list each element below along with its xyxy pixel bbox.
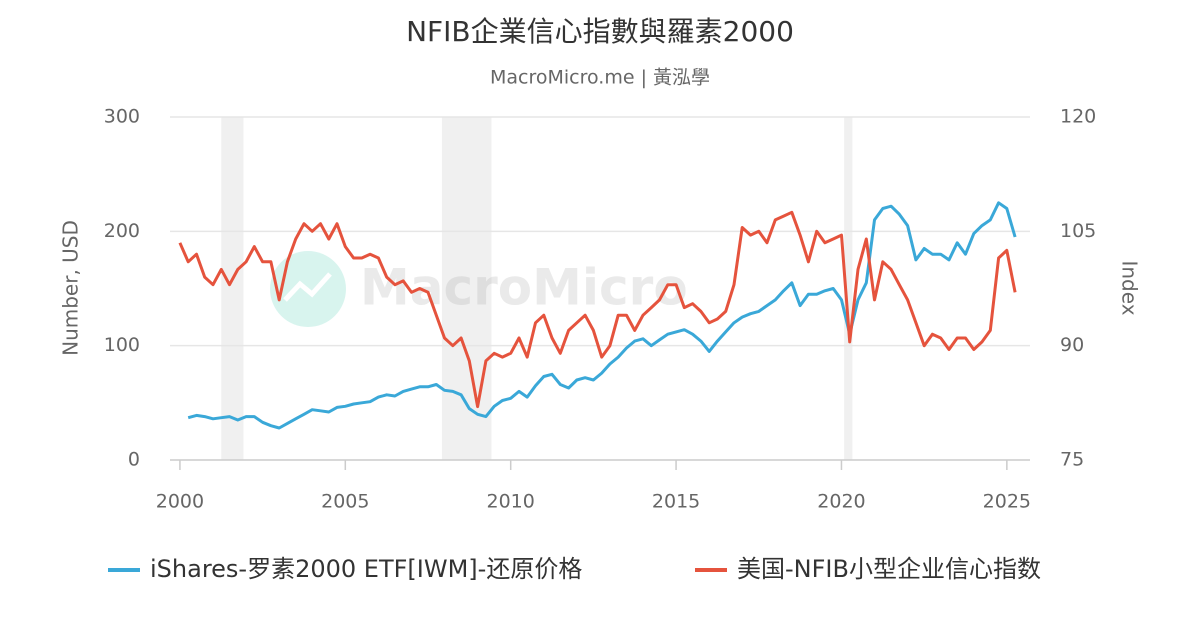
chart-subtitle: MacroMicro.me | 黃泓學 [490, 67, 710, 89]
shaded-period [844, 117, 853, 460]
chart-title: NFIB企業信心指數與羅素2000 [406, 15, 794, 48]
y-tick-label: 300 [104, 106, 140, 128]
y-axis-title: Number, USD [59, 220, 83, 356]
series-line [187, 201, 1017, 430]
x-tick-label: 2015 [652, 491, 700, 513]
legend-label: iShares-罗素2000 ETF[IWM]-还原价格 [150, 555, 582, 583]
x-tick-label: 2025 [983, 491, 1031, 513]
legend-label: 美国-NFIB小型企业信心指数 [737, 555, 1041, 583]
x-tick-label: 2005 [321, 491, 369, 513]
y-tick-label: 0 [128, 449, 140, 471]
x-tick-label: 2020 [817, 491, 865, 513]
y-tick-label: 100 [104, 334, 140, 356]
shaded-period [221, 117, 244, 460]
y2-tick-label: 90 [1060, 334, 1084, 356]
y2-tick-label: 120 [1060, 106, 1096, 128]
series-line [178, 210, 1017, 409]
watermark: MacroMicro [360, 259, 688, 317]
x-tick-label: 2000 [156, 491, 204, 513]
x-tick-label: 2010 [487, 491, 535, 513]
y-tick-label: 200 [104, 220, 140, 242]
y2-tick-label: 105 [1060, 220, 1096, 242]
y2-tick-label: 75 [1060, 449, 1084, 471]
watermark-logo [270, 251, 346, 327]
y2-axis-title: Index [1118, 260, 1142, 315]
